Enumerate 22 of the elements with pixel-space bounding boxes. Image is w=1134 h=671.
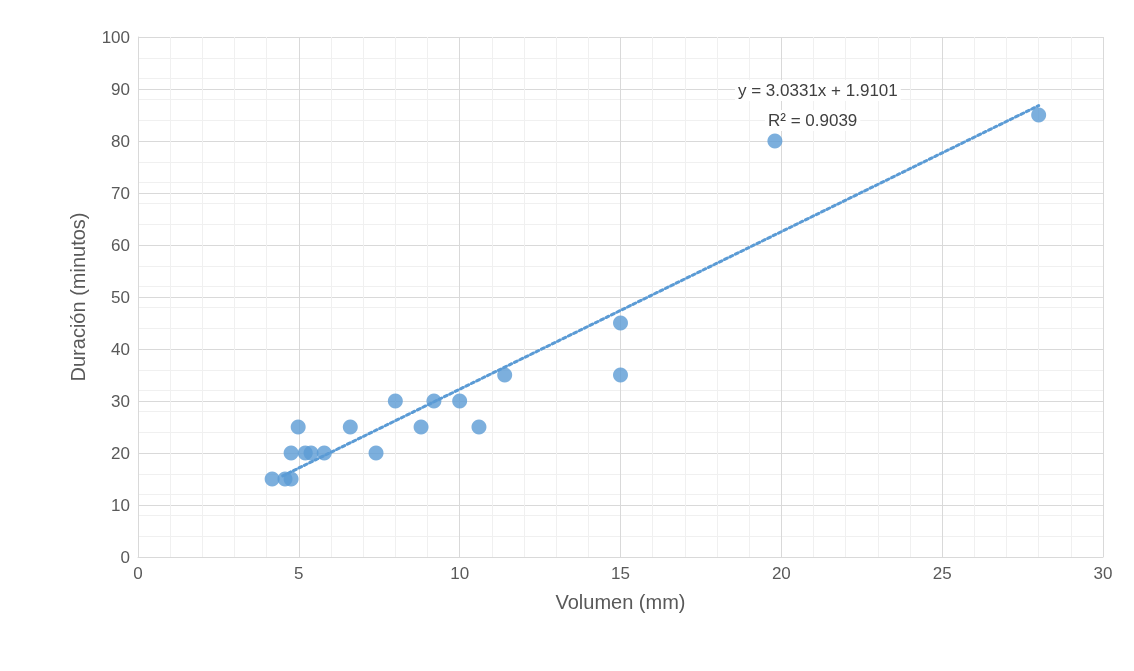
y-tick-label: 40 <box>111 339 130 359</box>
annotation: y = 3.0331x + 1.9101 <box>738 81 898 100</box>
y-tick-label: 30 <box>111 391 130 411</box>
x-tick-label: 15 <box>611 564 630 583</box>
x-tick-label: 25 <box>932 564 952 583</box>
y-tick-label: 90 <box>111 79 130 99</box>
y-tick-label: 0 <box>120 547 130 567</box>
x-axis-title: Volumen (mm) <box>555 591 686 613</box>
y-tick-label: 70 <box>111 183 130 203</box>
y-tick-label: 80 <box>111 131 130 151</box>
y-tick-label: 20 <box>111 443 130 463</box>
annotation: R² = 0.9039 <box>768 111 858 130</box>
y-axis-title: Duración (minutos) <box>67 212 89 382</box>
y-tick-label: 60 <box>111 235 130 255</box>
x-tick-label: 10 <box>450 564 470 583</box>
y-tick-label: 100 <box>101 27 130 47</box>
x-tick-label: 20 <box>771 564 791 583</box>
y-tick-label: 50 <box>111 287 130 307</box>
x-tick-label: 0 <box>133 564 143 583</box>
x-tick-label: 30 <box>1093 564 1113 583</box>
x-tick-label: 5 <box>294 564 304 583</box>
y-tick-label: 10 <box>111 495 130 515</box>
